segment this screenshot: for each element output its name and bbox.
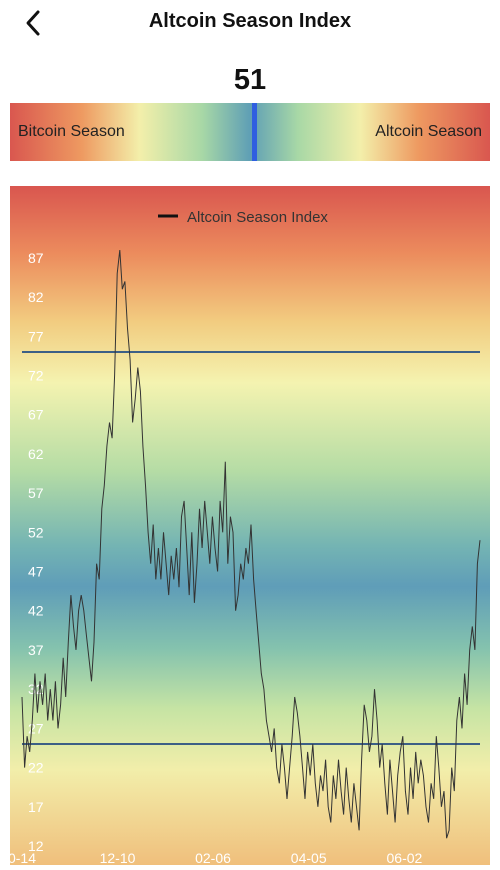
chevron-left-icon bbox=[26, 10, 40, 36]
x-tick-label: 02-06 bbox=[195, 850, 231, 865]
y-tick-label: 57 bbox=[28, 485, 44, 501]
y-tick-label: 17 bbox=[28, 799, 44, 815]
y-tick-label: 67 bbox=[28, 407, 44, 423]
x-tick-label: 12-10 bbox=[100, 850, 136, 865]
x-tick-label: 0-14 bbox=[10, 850, 36, 865]
y-tick-label: 77 bbox=[28, 328, 44, 344]
x-tick-label: 04-05 bbox=[291, 850, 327, 865]
season-gauge: Bitcoin Season Altcoin Season bbox=[10, 103, 490, 161]
y-tick-label: 27 bbox=[28, 720, 44, 736]
y-tick-label: 72 bbox=[28, 367, 44, 383]
y-tick-label: 52 bbox=[28, 524, 44, 540]
chart-area: 12 17 22 27 32 37 42 47 52 57 62 67 72 77 82 87 0-14 12-1… bbox=[8, 186, 490, 866]
gauge-right-label: Altcoin Season bbox=[375, 123, 482, 140]
y-tick-label: 62 bbox=[28, 446, 44, 462]
x-tick-label: 06-02 bbox=[387, 850, 423, 865]
header: Altcoin Season Index bbox=[0, 0, 500, 48]
page-title: Altcoin Season Index bbox=[148, 10, 352, 32]
series-line bbox=[21, 249, 481, 839]
y-tick-label: 37 bbox=[28, 642, 44, 658]
gauge-left-label: Bitcoin Season bbox=[18, 123, 125, 140]
y-tick-label: 12 bbox=[28, 838, 44, 854]
y-tick-label: 87 bbox=[28, 250, 44, 266]
y-tick-label: 42 bbox=[28, 603, 44, 619]
legend-label: Altcoin Season Index bbox=[187, 209, 328, 226]
back-button[interactable] bbox=[20, 8, 50, 38]
index-value: 51 bbox=[233, 64, 267, 96]
y-tick-label: 82 bbox=[28, 289, 44, 305]
gauge-marker bbox=[252, 103, 258, 161]
y-tick-label: 47 bbox=[28, 564, 44, 580]
y-tick-label: 22 bbox=[28, 760, 44, 776]
